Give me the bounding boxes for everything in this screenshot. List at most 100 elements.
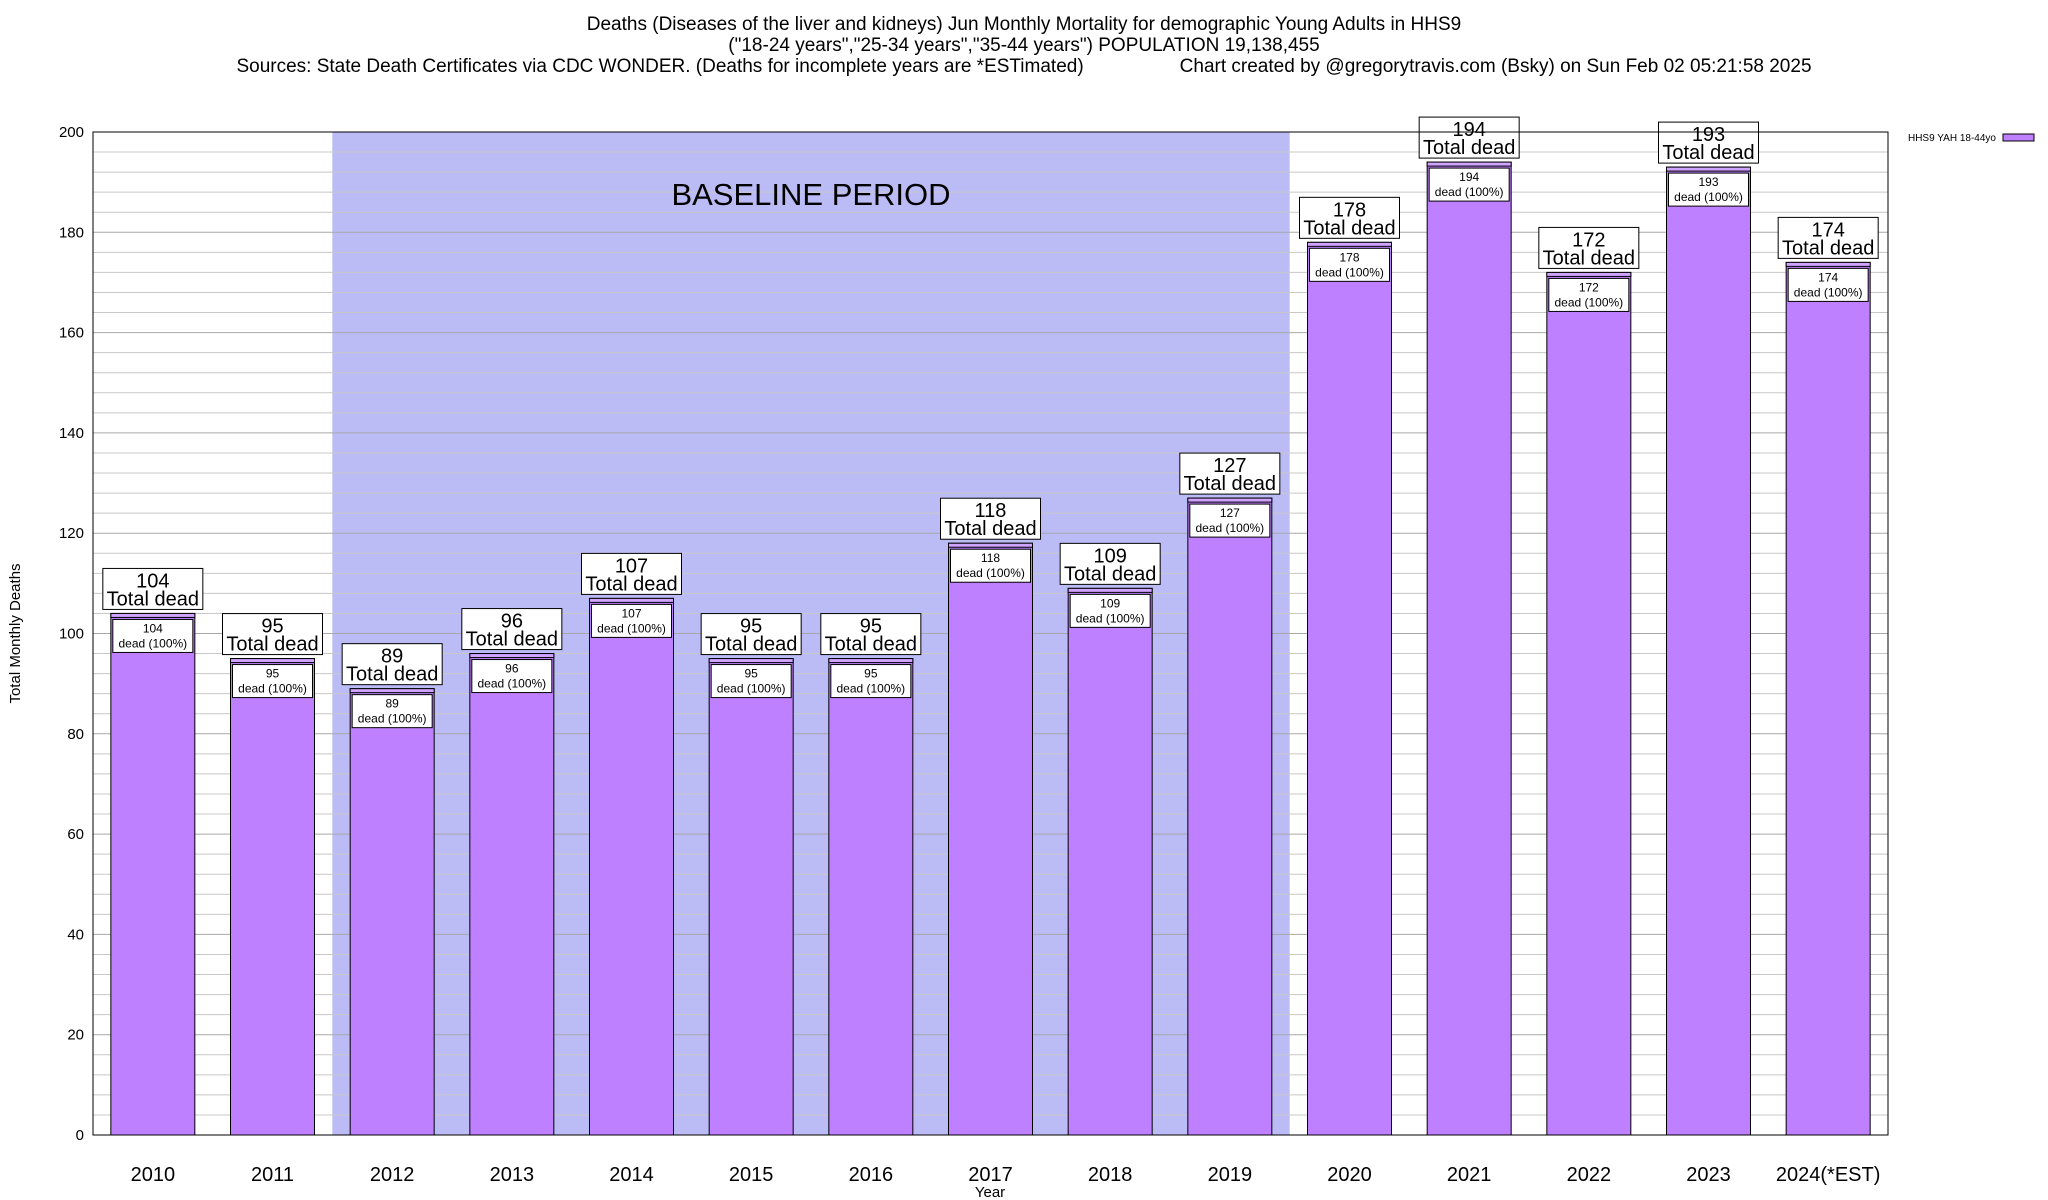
y-tick-label: 80 (67, 726, 84, 743)
total-label-text: Total dead (1064, 563, 1156, 585)
inner-label-box (950, 548, 1031, 583)
total-label-value: 118 (975, 500, 1007, 522)
total-label-text: Total dead (585, 573, 677, 595)
total-label-text: Total dead (107, 588, 199, 610)
chart-credit: Chart created by @gregorytravis.com (Bsk… (1179, 56, 1812, 77)
inner-label-text: dead (100%) (358, 712, 427, 726)
bar (948, 542, 1033, 1136)
inner-label-box (1428, 167, 1510, 202)
inner-label-value: 104 (143, 621, 163, 635)
total-label-box (1777, 216, 1879, 259)
bar (469, 653, 555, 1136)
bar-cap (1666, 166, 1751, 172)
x-tick-label: 2011 (251, 1164, 294, 1186)
bar-cap (349, 688, 435, 694)
x-axis-label: Year (975, 1184, 1005, 1200)
inner-label-text: dead (100%) (238, 682, 307, 696)
x-tick-label: 2014 (609, 1164, 654, 1186)
inner-label-text: dead (100%) (597, 621, 666, 635)
x-tick-label: 2018 (1088, 1164, 1133, 1186)
total-label-box (461, 608, 563, 651)
total-label-text: Total dead (1303, 217, 1395, 239)
bar (230, 658, 315, 1136)
inner-label-text: dead (100%) (1794, 285, 1863, 299)
bar (1546, 271, 1632, 1136)
inner-label-box (471, 659, 553, 694)
bar-cap (708, 658, 794, 664)
bar (1666, 166, 1751, 1136)
total-label-box (222, 613, 323, 656)
chart-title-block: Deaths (Diseases of the liver and kidney… (0, 14, 2048, 77)
y-tick-label: 60 (67, 826, 84, 843)
inner-label-text: dead (100%) (1195, 521, 1264, 535)
y-tick-label: 140 (59, 425, 84, 442)
total-label-value: 178 (1333, 199, 1366, 221)
y-tick-label: 180 (59, 224, 84, 241)
inner-label-text: dead (100%) (1435, 185, 1504, 199)
total-label-value: 194 (1452, 119, 1485, 141)
total-label-text: Total dead (825, 634, 917, 656)
bar (1307, 241, 1392, 1136)
y-axis-label: Total Monthly Deaths (7, 563, 24, 703)
total-label-value: 174 (1811, 219, 1844, 241)
y-tick-label: 20 (67, 1027, 84, 1044)
baseline-period-label: BASELINE PERIOD (671, 177, 950, 212)
total-label-value: 89 (381, 646, 403, 668)
total-label-value: 95 (860, 616, 882, 638)
plot-frame (92, 131, 1889, 1136)
inner-label-box (1668, 172, 1749, 207)
x-tick-label: 2017 (968, 1164, 1013, 1186)
total-label-box (820, 613, 922, 656)
total-label-value: 172 (1572, 229, 1605, 251)
bar-cap (1785, 261, 1871, 267)
x-tick-label: 2020 (1327, 1164, 1372, 1186)
inner-label-value: 95 (864, 667, 878, 681)
inner-label-text: dead (100%) (836, 682, 905, 696)
total-label-value: 96 (501, 611, 523, 633)
bar-cap (828, 658, 914, 664)
inner-label-value: 172 (1579, 280, 1599, 294)
y-tick-label: 160 (59, 325, 84, 342)
total-label-value: 95 (740, 616, 762, 638)
bar-cap (1426, 161, 1512, 167)
bar (1187, 497, 1273, 1136)
bar-cap (1067, 587, 1153, 593)
legend-swatch (2002, 133, 2035, 142)
total-label-box (341, 643, 443, 686)
inner-label-box (591, 603, 672, 638)
bar-cap (1307, 241, 1392, 247)
x-tick-label: 2012 (370, 1164, 415, 1186)
inner-label-text: dead (100%) (1674, 190, 1743, 204)
inner-label-box (1548, 277, 1630, 312)
total-label-text: Total dead (1543, 247, 1635, 269)
chart-title: Deaths (Diseases of the liver and kidney… (586, 14, 1462, 35)
x-tick-label: 2016 (849, 1164, 894, 1186)
inner-label-text: dead (100%) (1315, 265, 1384, 279)
bar-cap (948, 542, 1033, 548)
bar (1785, 261, 1871, 1136)
inner-label-text: dead (100%) (1554, 295, 1623, 309)
inner-label-box (1787, 267, 1869, 302)
total-label-value: 127 (1213, 455, 1246, 477)
y-tick-label: 40 (67, 926, 84, 943)
inner-label-text: dead (100%) (1076, 611, 1145, 625)
total-label-value: 107 (615, 555, 648, 577)
total-label-text: Total dead (1662, 142, 1754, 164)
inner-label-box (351, 694, 433, 729)
total-label-text: Total dead (466, 629, 558, 651)
total-label-box (1538, 226, 1640, 269)
x-tick-label: 2015 (729, 1164, 774, 1186)
inner-label-value: 178 (1339, 250, 1359, 264)
inner-label-value: 107 (621, 606, 641, 620)
total-label-text: Total dead (346, 664, 438, 686)
inner-label-box (1309, 247, 1390, 282)
inner-label-value: 174 (1818, 270, 1838, 284)
total-label-value: 109 (1093, 545, 1126, 567)
inner-label-value: 109 (1100, 596, 1120, 610)
legend-label: HHS9 YAH 18-44yo (1908, 133, 1996, 144)
total-label-box (1059, 542, 1161, 585)
bar-cap (469, 653, 555, 659)
bar (110, 612, 196, 1136)
y-tick-label: 0 (76, 1127, 84, 1144)
x-tick-label: 2022 (1567, 1164, 1612, 1186)
